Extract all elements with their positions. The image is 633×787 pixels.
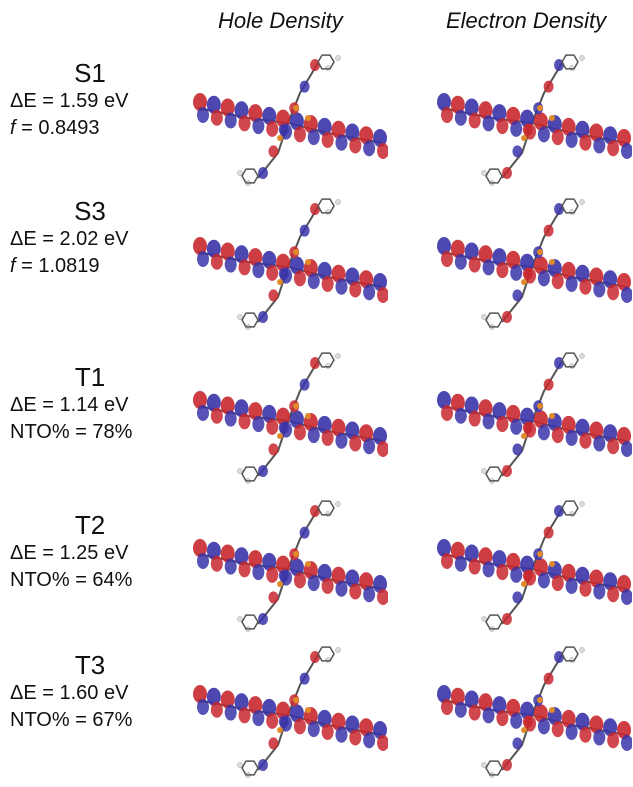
state-name: T1 [74, 362, 106, 392]
hole-density-t1-image [188, 346, 388, 486]
row-label-s1: S1 ΔE = 1.59 eV f = 0.8493 [0, 58, 180, 142]
energy-gap: ΔE = 2.02 eV [10, 228, 129, 250]
oscillator-strength: f = 1.0819 [0, 253, 180, 280]
nto-percent: NTO% = 64% [10, 569, 133, 591]
oscillator-value: = 1.0819 [21, 255, 100, 277]
hole-density-t3-image [188, 640, 388, 780]
f-symbol: f [10, 117, 16, 139]
hole-density-s1-image [188, 48, 388, 188]
energy-gap: ΔE = 1.60 eV [10, 682, 129, 704]
electron-density-t1-image [432, 346, 632, 486]
electron-density-t2-image [432, 494, 632, 634]
row-label-t2: T2 ΔE = 1.25 eV NTO% = 64% [0, 510, 180, 594]
state-name: S3 [74, 196, 106, 226]
energy-gap: ΔE = 1.59 eV [10, 90, 129, 112]
nto-percent: NTO% = 78% [10, 421, 133, 443]
state-name: T3 [74, 650, 106, 680]
electron-density-s1-image [432, 48, 632, 188]
row-label-t3: T3 ΔE = 1.60 eV NTO% = 67% [0, 650, 180, 734]
hole-density-s3-image [188, 192, 388, 332]
oscillator-value: = 0.8493 [21, 117, 100, 139]
row-label-s3: S3 ΔE = 2.02 eV f = 1.0819 [0, 196, 180, 280]
row-label-t1: T1 ΔE = 1.14 eV NTO% = 78% [0, 362, 180, 446]
hole-density-header: Hole Density [218, 8, 343, 33]
energy-gap: ΔE = 1.14 eV [10, 394, 129, 416]
electron-density-t3-image [432, 640, 632, 780]
electron-density-s3-image [432, 192, 632, 332]
state-name: S1 [74, 58, 106, 88]
electron-density-header: Electron Density [446, 8, 607, 33]
nto-percent: NTO% = 67% [10, 709, 133, 731]
energy-gap: ΔE = 1.25 eV [10, 542, 129, 564]
hole-density-t2-image [188, 494, 388, 634]
state-name: T2 [74, 510, 106, 540]
f-symbol: f [10, 255, 16, 277]
oscillator-strength: f = 0.8493 [0, 115, 180, 142]
